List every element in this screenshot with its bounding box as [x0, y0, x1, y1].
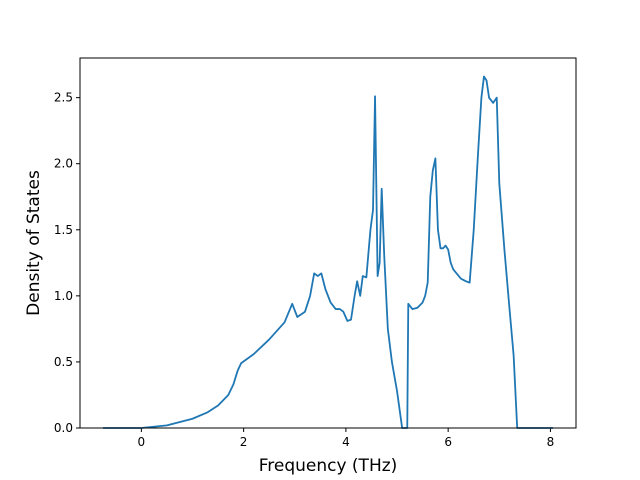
y-tick-label: 2.5 [54, 91, 73, 105]
x-tick-label: 8 [547, 435, 555, 449]
x-axis-label: Frequency (THz) [259, 456, 398, 476]
x-tick-label: 6 [444, 435, 452, 449]
y-tick-label: 1.0 [54, 289, 73, 303]
x-tick-label: 0 [138, 435, 146, 449]
axis-ticks: 0 2 4 6 8 0.0 0.5 1.0 1.5 2.0 2.5 [54, 91, 554, 449]
plot-background [80, 58, 576, 428]
x-tick-label: 2 [240, 435, 248, 449]
y-tick-label: 0.0 [54, 421, 73, 435]
y-axis-label: Density of States [24, 170, 44, 316]
y-tick-label: 2.0 [54, 157, 73, 171]
y-tick-label: 1.5 [54, 223, 73, 237]
series-group [103, 75, 553, 429]
dos-series-line [103, 75, 553, 429]
y-tick-label: 0.5 [54, 355, 73, 369]
plot-frame [79, 57, 577, 429]
x-tick-label: 4 [342, 435, 350, 449]
